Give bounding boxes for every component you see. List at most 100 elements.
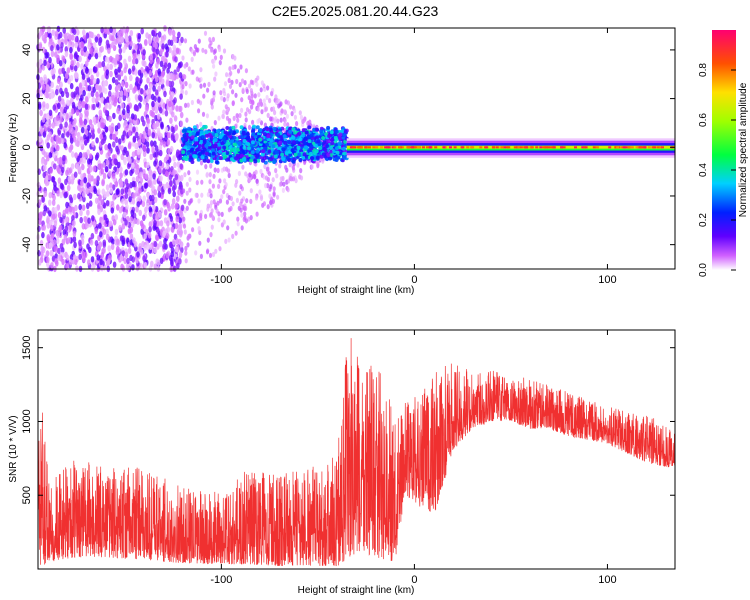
spectrogram-cell [48, 242, 53, 249]
spectrogram-cell [176, 262, 180, 269]
spectrogram-cell [204, 49, 208, 55]
spectrogram-peak [552, 146, 556, 149]
spectrogram-cell [280, 152, 284, 157]
spectrogram-cell [200, 149, 205, 154]
spectrogram-cell [192, 154, 197, 159]
spectrogram-cell [201, 111, 206, 117]
spectrogram-cell [162, 56, 166, 63]
spectrogram-cell [106, 28, 111, 35]
spectrogram-cell [181, 55, 185, 61]
spectrogram-cell [303, 141, 308, 146]
spectrogram-cell [172, 238, 176, 246]
spectrogram-cell [71, 101, 76, 109]
spectrogram-peak [460, 146, 464, 149]
spectrogram-cell [85, 96, 89, 103]
spectrogram-cell [155, 48, 160, 55]
spectrogram-cell [286, 187, 290, 193]
spectrogram-cell [263, 163, 267, 170]
spectrogram-cell [51, 176, 56, 183]
spectrogram-cell [157, 31, 162, 38]
spectrogram-cell [237, 142, 242, 147]
spectrogram-cell [299, 168, 303, 174]
spectrogram-cell [41, 46, 46, 54]
spectrogram-cell [52, 104, 57, 111]
spectrogram-peak [471, 146, 475, 149]
spectrogram-cell [135, 206, 139, 213]
spectrogram-cell [142, 255, 146, 262]
spectrogram-cell [59, 216, 63, 224]
spectrogram-cell [248, 83, 252, 89]
spectrogram-cell [187, 170, 191, 176]
spectrogram-cell [248, 177, 252, 183]
spectrogram-cell [271, 177, 275, 183]
spectrogram-cell [222, 109, 226, 115]
spectrogram-cell [112, 112, 116, 120]
spectrogram-cell [183, 38, 188, 44]
spectrogram-cell [128, 122, 133, 130]
spectrogram-cell [222, 48, 227, 54]
spectrogram-cell [282, 134, 287, 139]
spectrogram-cell [312, 123, 316, 129]
spectrogram-cell [42, 224, 46, 231]
spectrogram-cell [43, 151, 48, 158]
spectrogram-cell [249, 188, 253, 194]
spectrogram-cell [184, 245, 188, 252]
spectrogram-peak [656, 146, 660, 149]
spectrogram-cell [87, 158, 91, 165]
spectrogram-cell [56, 77, 61, 85]
spectrogram-peak [368, 146, 371, 149]
spectrogram-cell [255, 153, 260, 158]
spectrogram-cell [131, 264, 135, 271]
spectrogram-cell [251, 99, 255, 105]
spectrogram-cell [148, 168, 152, 175]
spectrogram-cell [105, 233, 110, 241]
spectrogram-cell [135, 76, 139, 83]
spectrogram-cell [158, 211, 162, 219]
spectrogram-cell [204, 130, 209, 135]
spectrogram-cell [81, 250, 85, 258]
spectrogram-cell [192, 51, 196, 57]
spectrogram-cell [141, 200, 146, 208]
spectrogram-cell [38, 199, 42, 206]
spectrogram-cell [43, 190, 48, 197]
spectrogram-cell [88, 186, 92, 193]
spectrogram-cell [226, 93, 230, 99]
spectrogram-cell [137, 53, 141, 61]
spectrogram-cell [40, 158, 45, 165]
spectrogram-cell [288, 126, 293, 131]
spectrogram-cell [165, 153, 170, 161]
spectrogram-cell [107, 47, 111, 54]
spectrogram-cell [306, 120, 310, 126]
spectrogram-cell [86, 202, 90, 209]
spectrogram-cell [154, 145, 159, 152]
spectrogram-cell [94, 227, 99, 235]
spectrogram-cell [281, 157, 286, 162]
spectrogram-cell [152, 173, 156, 180]
spectrogram-cell [213, 76, 217, 82]
spectrogram-cell [120, 153, 125, 161]
spectrogram-cell [139, 177, 143, 184]
spectrogram-cell [190, 147, 195, 152]
spectrogram-cell [244, 117, 248, 123]
spectrogram-cell [159, 133, 163, 140]
spectrogram-cell [236, 117, 240, 123]
spectrogram-peak [401, 146, 405, 149]
spectrogram-cell [118, 224, 122, 232]
spectrogram-cell [105, 159, 110, 166]
spectrogram-cell [323, 148, 328, 152]
spectrogram-cell [157, 85, 161, 92]
spectrogram-cell [240, 78, 245, 84]
spectrogram-cell [36, 181, 41, 189]
spectrogram-cell [116, 148, 120, 155]
spectrogram-cell [184, 90, 188, 96]
spectrogram-cell [175, 47, 180, 54]
spectrogram-cell [329, 145, 333, 150]
spectrogram-cell [165, 51, 169, 58]
spectrogram-cell [122, 26, 126, 33]
spectrogram-cell [40, 245, 44, 253]
spectrogram-cell [124, 192, 129, 200]
spectrogram-cell [45, 92, 50, 99]
spectrogram-cell [200, 155, 205, 160]
spectrogram-cell [175, 238, 179, 245]
spectrogram-cell [117, 84, 121, 91]
